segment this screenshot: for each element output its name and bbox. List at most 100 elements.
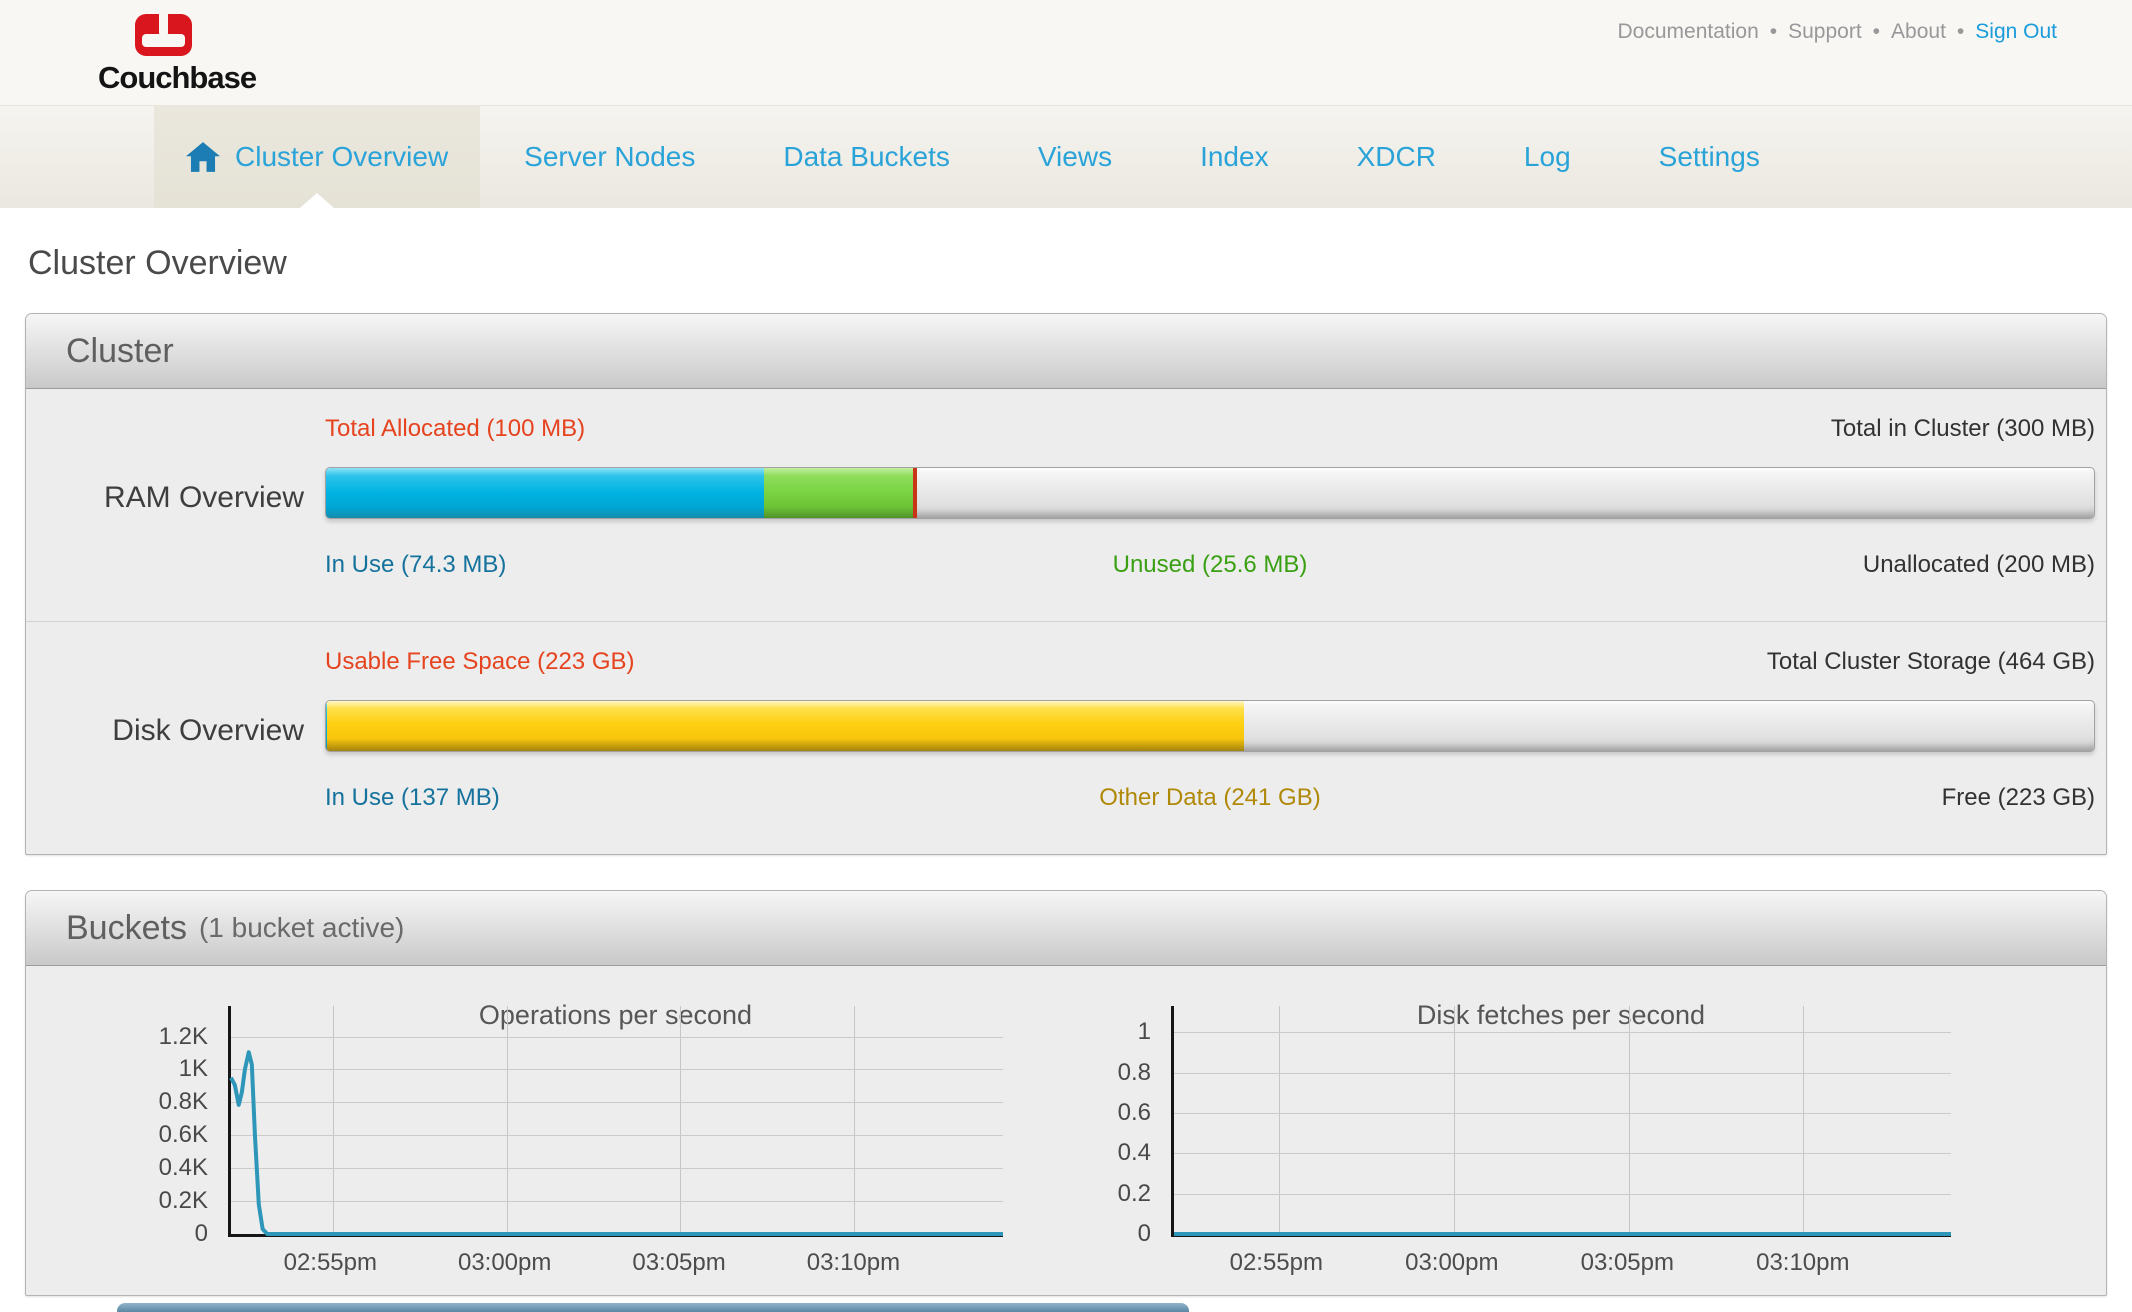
tab-label: Settings (1658, 141, 1760, 172)
chart-disk-fetches-per-second: Disk fetches per second 1 0.8 0.6 0.4 0.2 0 0… (1071, 996, 1951, 1291)
x-tick-label: 03:10pm (806, 1249, 901, 1276)
tab-label: Views (1037, 141, 1113, 172)
tab-xdcr[interactable]: XDCR (1313, 106, 1480, 208)
tab-index[interactable]: Index (1156, 106, 1313, 208)
buckets-panel-title: Buckets (66, 908, 187, 947)
separator-dot: • (1769, 20, 1778, 43)
y-tick-label: 1K (178, 1055, 208, 1083)
separator-dot: • (1872, 20, 1881, 43)
y-tick-label: 0 (194, 1220, 208, 1247)
gridline-horizontal (231, 1069, 1003, 1071)
x-tick-label: 03:00pm (457, 1249, 552, 1276)
bar-segment-other-data (326, 701, 1245, 751)
gridline-horizontal (1174, 1153, 1951, 1155)
y-tick-label: 1.2K (158, 1022, 208, 1050)
y-tick-label: 1 (1137, 1018, 1151, 1046)
chart-plot-area (228, 1006, 1003, 1237)
buckets-panel-subtitle: (1 bucket active) (198, 912, 405, 943)
gridline-horizontal (1174, 1032, 1951, 1034)
tab-data-buckets[interactable]: Data Buckets (739, 106, 994, 208)
x-axis-labels: 02:55pm 03:00pm 03:05pm 03:10pm (1171, 1246, 1951, 1280)
gridline-vertical (854, 1006, 855, 1234)
brand-name: Couchbase (98, 60, 257, 95)
disk-row-label: Disk Overview (112, 714, 304, 747)
disk-usage-bar (325, 700, 2095, 752)
disk-overview-row: Disk Overview Usable Free Space (223 GB)… (26, 621, 2106, 855)
gridline-vertical (506, 1006, 508, 1234)
ram-in-use-label: In Use (74.3 MB) (325, 551, 507, 578)
link-support[interactable]: Support (1788, 20, 1862, 43)
chart-title: Operations per second (478, 1000, 753, 1030)
chart-line-layer (229, 1050, 1003, 1236)
cluster-panel-body: RAM Overview Total Allocated (100 MB) To… (26, 389, 2106, 855)
page-title: Cluster Overview (28, 244, 287, 282)
link-about[interactable]: About (1891, 20, 1946, 43)
separator-dot: • (1956, 20, 1965, 43)
tab-cluster-overview[interactable]: Cluster Overview (154, 106, 481, 208)
x-tick-label: 03:05pm (632, 1249, 726, 1276)
ram-total-in-cluster-label: Total in Cluster (300 MB) (1830, 415, 2095, 442)
tab-label: Server Nodes (524, 141, 696, 172)
utility-links: Documentation • Support • About • Sign Out (1618, 20, 2058, 44)
y-tick-label: 0.4K (158, 1154, 208, 1182)
top-header: Couchbase Documentation • Support • About • Si… (0, 0, 2132, 105)
y-tick-label: 0.8K (158, 1088, 208, 1116)
y-axis-labels: 1.2K 1K 0.8K 0.6K 0.4K 0.2K 0 (128, 1006, 218, 1246)
disk-usable-free-label: Usable Free Space (223 GB) (325, 648, 635, 675)
gridline-horizontal (231, 1135, 1003, 1137)
disk-other-data-label: Other Data (241 GB) (1099, 784, 1321, 811)
y-tick-label: 0.2K (158, 1187, 208, 1215)
chart-plot-area (1171, 1006, 1951, 1237)
y-tick-label: 0.4 (1117, 1139, 1151, 1167)
data-series-line (229, 1050, 1003, 1236)
link-documentation[interactable]: Documentation (1617, 20, 1759, 43)
x-axis-labels: 02:55pm 03:00pm 03:05pm 03:10pm (228, 1246, 1003, 1280)
bar-segment-in-use (326, 468, 765, 518)
gridline-vertical (332, 1006, 334, 1234)
y-tick-label: 0.6 (1117, 1098, 1151, 1126)
tab-settings[interactable]: Settings (1615, 106, 1804, 208)
ram-unused-label: Unused (25.6 MB) (1112, 551, 1308, 578)
couchbase-logo-icon (135, 14, 192, 56)
tab-log[interactable]: Log (1480, 106, 1615, 208)
gridline-horizontal (231, 1201, 1003, 1203)
ram-unallocated-label: Unallocated (200 MB) (1862, 551, 2095, 578)
gridline-horizontal (231, 1102, 1003, 1104)
link-sign-out[interactable]: Sign Out (1975, 20, 2057, 43)
x-tick-label: 02:55pm (1229, 1249, 1323, 1276)
chart-line-layer (1174, 1232, 1951, 1236)
main-nav: Cluster Overview Server Nodes Data Bucke… (0, 105, 2132, 208)
ram-overview-row: RAM Overview Total Allocated (100 MB) To… (26, 389, 2106, 621)
gridline-horizontal (1174, 1193, 1951, 1195)
bar-quota-marker (912, 468, 917, 518)
x-tick-label: 03:10pm (1756, 1249, 1850, 1276)
tab-label: Data Buckets (783, 141, 950, 172)
cluster-panel: Cluster RAM Overview Total Allocated (10… (25, 313, 2107, 855)
buckets-panel: Buckets (1 bucket active) Operations per… (25, 890, 2107, 1296)
tab-label: Cluster Overview (235, 141, 449, 172)
logo-seat (142, 34, 185, 47)
chart-operations-per-second: Operations per second 1.2K 1K 0.8K 0.6K 0.4K… (128, 996, 1003, 1291)
y-tick-label: 0.8 (1117, 1058, 1151, 1086)
y-axis-labels: 1 0.8 0.6 0.4 0.2 0 (1071, 1006, 1161, 1247)
tab-label: Log (1523, 141, 1571, 172)
home-icon (186, 142, 220, 172)
tab-server-nodes[interactable]: Server Nodes (480, 106, 739, 208)
y-tick-label: 0.2 (1117, 1179, 1151, 1207)
buckets-panel-body: Operations per second 1.2K 1K 0.8K 0.6K 0.4K… (26, 966, 2106, 1296)
tab-label: XDCR (1356, 141, 1436, 172)
disk-free-label: Free (223 GB) (1941, 784, 2095, 811)
gridline-vertical (1628, 1006, 1630, 1234)
gridline-horizontal (231, 1036, 1003, 1038)
y-tick-label: 0 (1137, 1220, 1151, 1247)
tab-views[interactable]: Views (994, 106, 1156, 208)
tab-label: Index (1200, 141, 1269, 172)
disk-total-storage-label: Total Cluster Storage (464 GB) (1766, 648, 2095, 675)
cluster-panel-title: Cluster (66, 331, 174, 370)
gridline-vertical (1453, 1006, 1455, 1234)
chart-title: Disk fetches per second (1416, 1000, 1706, 1030)
gridline-horizontal (1174, 1072, 1951, 1074)
gridline-horizontal (1174, 1112, 1951, 1114)
x-tick-label: 03:00pm (1405, 1249, 1499, 1276)
